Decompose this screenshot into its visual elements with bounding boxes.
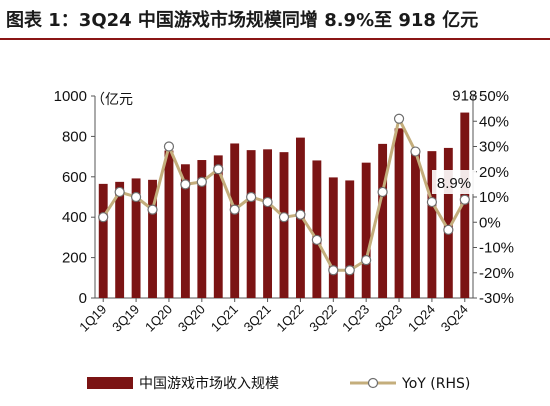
yoy-point [262, 196, 273, 208]
yoy-point [213, 164, 224, 175]
bar [131, 178, 141, 298]
yoy-point [130, 191, 142, 203]
yoy-point [163, 141, 175, 152]
y-left-tick-label: 0 [79, 290, 87, 307]
bar [460, 112, 470, 299]
y-left-tick-label: 800 [62, 128, 87, 145]
bar [378, 143, 388, 298]
y-right-tick-label: 0% [479, 214, 501, 231]
bar [246, 150, 256, 298]
yoy-label-bg [432, 170, 476, 194]
bar [213, 155, 223, 298]
yoy-point [393, 113, 405, 124]
yoy-point [311, 234, 322, 246]
y-left-tick-label: 600 [62, 169, 87, 186]
x-tick-label: 3Q23 [372, 302, 405, 335]
x-tick-label: 1Q24 [405, 302, 438, 335]
x-tick-label: 1Q20 [142, 302, 175, 335]
x-tick-label: 1Q22 [273, 302, 306, 335]
y-right-tick-label: 20% [479, 164, 509, 181]
y-left-tick-label: 1000 [54, 88, 87, 105]
yoy-point [98, 212, 109, 223]
y-right-tick-label: 50% [479, 88, 509, 105]
yoy-point [180, 179, 191, 190]
bar [180, 164, 190, 298]
y-right-tick-label: 40% [479, 113, 509, 130]
x-tick-label: 1Q23 [339, 302, 372, 335]
yoy-value-label: 8.9% [437, 175, 471, 192]
bar [427, 151, 437, 298]
bar [312, 160, 322, 298]
yoy-point [410, 146, 421, 157]
yoy-point [328, 265, 339, 276]
data-labels: 918 8.9% [432, 88, 477, 194]
y-left-unit-label: （亿元 [91, 92, 133, 108]
legend-bar-label: 中国游戏市场收入规模 [139, 375, 279, 392]
bar [263, 149, 273, 298]
bar [443, 147, 453, 298]
legend: 中国游戏市场收入规模 YoY (RHS) [87, 375, 470, 392]
yoy-point [147, 204, 158, 215]
legend-bar-swatch [87, 377, 133, 389]
legend-line-marker [367, 377, 379, 389]
bar [197, 160, 207, 298]
yoy-point [344, 265, 355, 276]
bar [361, 162, 371, 298]
y-right-tick-label: -30% [479, 290, 514, 307]
x-tick-label: 3Q22 [306, 302, 339, 335]
title-rule [0, 38, 550, 40]
y-left-tick-label: 200 [62, 250, 87, 267]
bar [394, 128, 404, 298]
bar [164, 150, 174, 298]
yoy-point [443, 224, 454, 235]
x-tick-label: 3Q21 [241, 302, 274, 335]
y-right-tick-label: 10% [479, 189, 509, 206]
yoy-point [278, 212, 290, 223]
yoy-point [295, 209, 306, 220]
y-right-tick-label: -20% [479, 265, 514, 282]
yoy-point [114, 186, 125, 198]
x-tick-label: 3Q20 [175, 302, 208, 335]
y-right-tick-label: -10% [479, 240, 514, 257]
yoy-point [229, 204, 240, 215]
yoy-point [377, 186, 388, 198]
x-tick-label: 1Q21 [208, 302, 241, 335]
bar [345, 180, 355, 298]
bar [411, 152, 420, 298]
figure-title: 图表 1：3Q24 中国游戏市场规模同增 8.9%至 918 亿元 [6, 10, 479, 31]
yoy-point [459, 194, 470, 205]
bar [279, 152, 289, 298]
legend-line-label: YoY (RHS) [401, 376, 470, 392]
y-left-tick-label: 400 [62, 209, 87, 226]
bar [98, 183, 108, 298]
bar [148, 179, 157, 298]
bar [115, 181, 125, 298]
yoy-point [361, 255, 372, 266]
yoy-line-series [98, 113, 470, 276]
bar [328, 177, 338, 298]
yoy-point [196, 176, 207, 187]
bar [230, 143, 240, 298]
yoy-point [246, 191, 257, 203]
yoy-point [426, 196, 438, 208]
y-right-tick-label: 30% [479, 139, 509, 156]
bar-value-label: 918 [452, 88, 477, 105]
x-tick-label: 3Q19 [109, 302, 142, 335]
x-tick-label: 3Q24 [438, 302, 471, 335]
